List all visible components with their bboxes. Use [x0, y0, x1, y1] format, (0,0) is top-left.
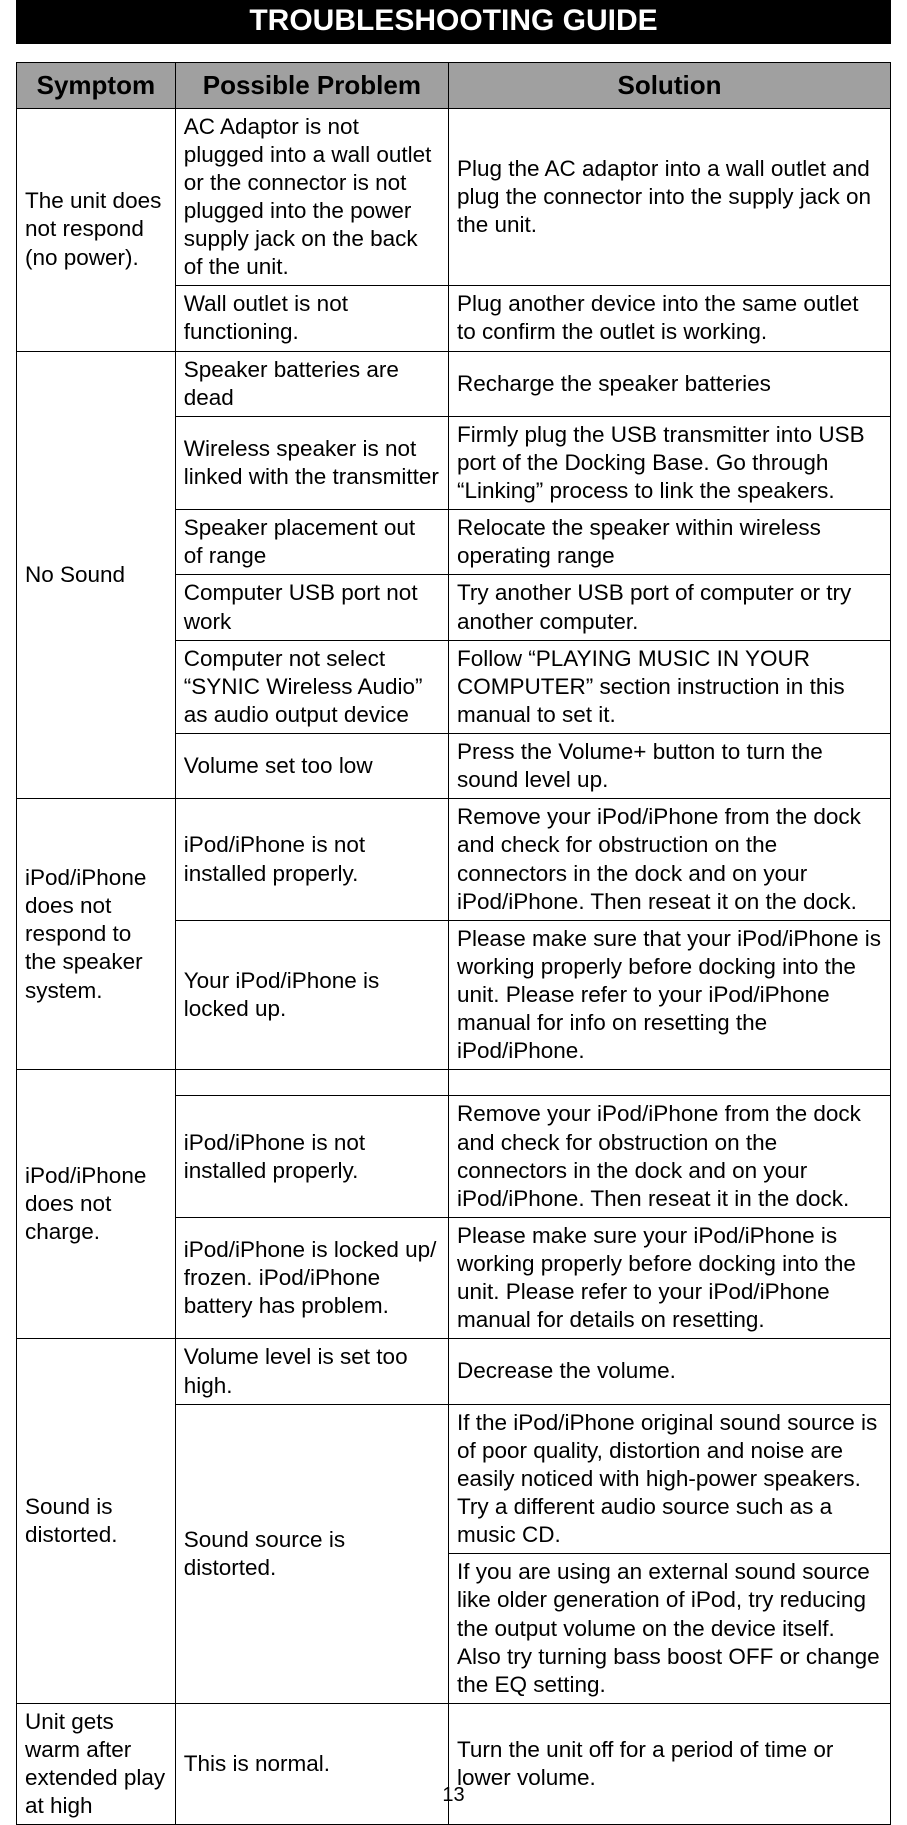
symptom-cell: No Sound — [17, 351, 176, 799]
problem-cell: Computer USB port not work — [175, 575, 448, 640]
solution-cell: Remove your iPod/iPhone from the dock an… — [448, 1096, 890, 1218]
table-row: No Sound Speaker batteries are dead Rech… — [17, 351, 891, 416]
symptom-cell: Sound is distorted. — [17, 1339, 176, 1704]
solution-cell: Please make sure that your iPod/iPhone i… — [448, 920, 890, 1070]
solution-cell: Recharge the speaker batteries — [448, 351, 890, 416]
solution-cell: Please make sure your iPod/iPhone is wor… — [448, 1217, 890, 1339]
solution-cell: Follow “PLAYING MUSIC IN YOUR COMPUTER” … — [448, 640, 890, 733]
solution-cell: Try another USB port of computer or try … — [448, 575, 890, 640]
problem-cell: Volume level is set too high. — [175, 1339, 448, 1404]
header-problem: Possible Problem — [175, 63, 448, 109]
troubleshooting-table: Symptom Possible Problem Solution The un… — [16, 62, 891, 1825]
page: TROUBLESHOOTING GUIDE Symptom Possible P… — [0, 0, 907, 1825]
solution-cell: If the iPod/iPhone original sound source… — [448, 1404, 890, 1554]
problem-cell: Speaker placement out of range — [175, 510, 448, 575]
problem-cell: Computer not select “SYNIC Wireless Audi… — [175, 640, 448, 733]
solution-cell: Firmly plug the USB transmitter into USB… — [448, 416, 890, 509]
problem-cell: iPod/iPhone is not installed properly. — [175, 799, 448, 921]
problem-cell: iPod/iPhone is not installed properly. — [175, 1096, 448, 1218]
problem-cell — [175, 1070, 448, 1096]
problem-cell: Speaker batteries are dead — [175, 351, 448, 416]
table-header-row: Symptom Possible Problem Solution — [17, 63, 891, 109]
table-row: The unit does not respond (no power). AC… — [17, 108, 891, 286]
solution-cell: Relocate the speaker within wireless ope… — [448, 510, 890, 575]
page-title: TROUBLESHOOTING GUIDE — [16, 0, 891, 44]
symptom-cell: iPod/iPhone does not charge. — [17, 1070, 176, 1339]
problem-cell: Volume set too low — [175, 734, 448, 799]
solution-cell: Plug the AC adaptor into a wall outlet a… — [448, 108, 890, 286]
problem-cell: Wireless speaker is not linked with the … — [175, 416, 448, 509]
header-symptom: Symptom — [17, 63, 176, 109]
solution-cell: Press the Volume+ button to turn the sou… — [448, 734, 890, 799]
solution-cell — [448, 1070, 890, 1096]
table-row: Sound is distorted. Volume level is set … — [17, 1339, 891, 1404]
page-number: 13 — [0, 1784, 907, 1807]
problem-cell: Wall outlet is not functioning. — [175, 286, 448, 351]
problem-cell: Your iPod/iPhone is locked up. — [175, 920, 448, 1070]
problem-cell: AC Adaptor is not plugged into a wall ou… — [175, 108, 448, 286]
solution-cell: Decrease the volume. — [448, 1339, 890, 1404]
problem-cell: Sound source is distorted. — [175, 1404, 448, 1703]
solution-cell: Remove your iPod/iPhone from the dock an… — [448, 799, 890, 921]
table-row: iPod/iPhone does not respond to the spea… — [17, 799, 891, 921]
solution-cell: If you are using an external sound sourc… — [448, 1554, 890, 1704]
problem-cell: iPod/iPhone is locked up/ frozen. iPod/i… — [175, 1217, 448, 1339]
symptom-cell: The unit does not respond (no power). — [17, 108, 176, 351]
table-row: iPod/iPhone does not charge. — [17, 1070, 891, 1096]
solution-cell: Plug another device into the same outlet… — [448, 286, 890, 351]
symptom-cell: iPod/iPhone does not respond to the spea… — [17, 799, 176, 1070]
header-solution: Solution — [448, 63, 890, 109]
